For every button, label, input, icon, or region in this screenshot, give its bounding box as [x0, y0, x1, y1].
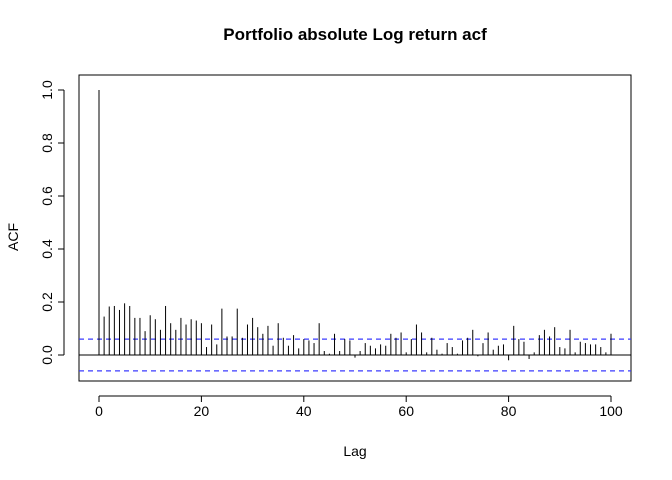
x-tick-label-20: 20	[194, 403, 210, 419]
x-tick-label-100: 100	[599, 403, 623, 419]
y-axis-label: ACF	[5, 223, 21, 251]
x-tick-label-40: 40	[296, 403, 312, 419]
x-tick-label-80: 80	[501, 403, 517, 419]
acf-bars	[98, 90, 612, 361]
y-tick-label-0.6: 0.6	[39, 186, 55, 206]
chart-title: Portfolio absolute Log return acf	[223, 25, 487, 44]
y-tick-label-0.4: 0.4	[39, 239, 55, 259]
x-tick-label-0: 0	[95, 403, 103, 419]
x-tick-label-60: 60	[398, 403, 414, 419]
y-tick-label-1.0: 1.0	[39, 80, 55, 100]
x-axis-label: Lag	[343, 443, 366, 459]
plot-area-frame	[78, 74, 632, 382]
x-axis: 0 20 40 60 80 100	[95, 395, 623, 419]
y-axis: 0.0 0.2 0.4 0.6 0.8 1.0	[39, 80, 65, 365]
y-tick-label-0.0: 0.0	[39, 345, 55, 365]
y-tick-label-0.2: 0.2	[39, 292, 55, 312]
y-tick-label-0.8: 0.8	[39, 133, 55, 153]
